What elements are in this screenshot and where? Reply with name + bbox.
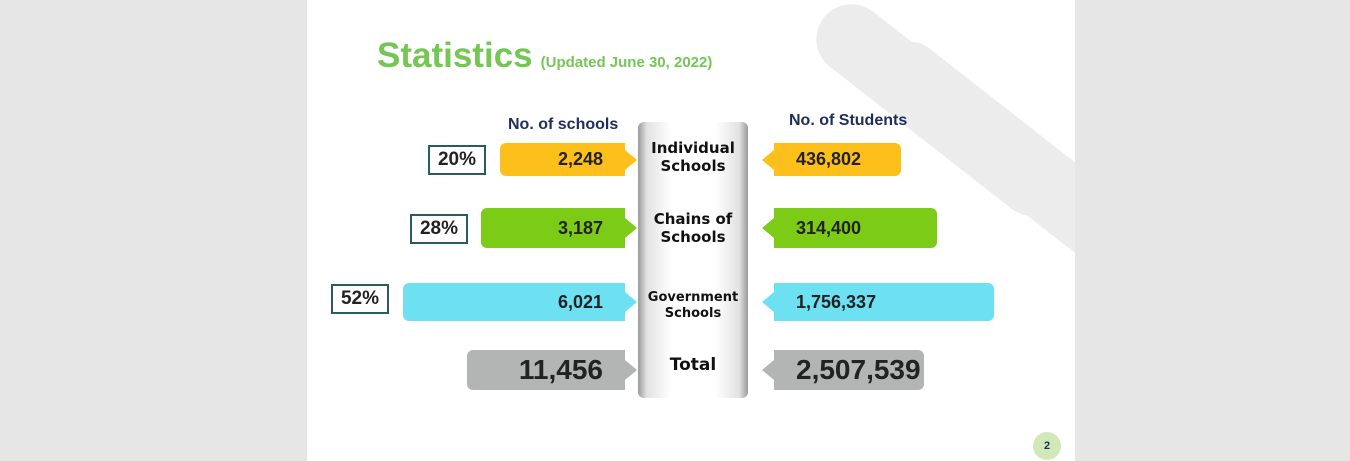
category-label-total: Total: [638, 355, 748, 375]
schools-bar-government: 6,021: [403, 283, 625, 321]
students-column-header: No. of Students: [789, 112, 908, 129]
students-bar-chains: 314,400: [774, 208, 937, 248]
category-label-individual: Individual Schools: [638, 139, 748, 175]
category-line: Schools: [660, 228, 726, 246]
students-bar-government: 1,756,337: [774, 283, 994, 321]
category-line: Government: [647, 290, 739, 305]
category-line: Individual: [651, 139, 735, 157]
category-line: Schools: [664, 305, 722, 321]
category-column: [638, 122, 748, 398]
schools-value-label: 6,021: [557, 291, 603, 312]
students-bar-total: 2,507,539: [774, 350, 924, 390]
students-value-label: 2,507,539: [796, 354, 921, 385]
students-value-label: 314,400: [796, 217, 862, 238]
students-value-label: 1,756,337: [796, 291, 877, 312]
schools-column-header: No. of schools: [508, 116, 619, 133]
schools-bar-total: 11,456: [467, 350, 625, 390]
schools-bar-chains: 3,187: [481, 208, 625, 248]
students-value-label: 436,802: [796, 149, 862, 169]
schools-value-label: 2,248: [557, 149, 603, 169]
category-label-chains: Chains of Schools: [638, 210, 748, 246]
page-number-badge: 2: [1033, 432, 1061, 460]
schools-value-label: 3,187: [557, 217, 603, 238]
percent-box-individual: 20%: [428, 145, 486, 175]
percent-box-chains: 28%: [410, 214, 468, 244]
page-title: Statistics (Updated June 30, 2022): [377, 36, 712, 76]
students-bar-individual: 436,802: [774, 143, 901, 176]
schools-bar-individual: 2,248: [500, 143, 625, 176]
percent-box-government: 52%: [331, 284, 389, 314]
schools-value-label: 11,456: [518, 354, 603, 385]
title-main: Statistics: [377, 36, 533, 75]
category-line: Total: [669, 355, 717, 375]
category-label-government: Government Schools: [638, 290, 748, 321]
category-line: Chains of: [653, 210, 733, 228]
category-line: Schools: [660, 157, 726, 175]
title-subtitle: (Updated June 30, 2022): [540, 54, 713, 71]
